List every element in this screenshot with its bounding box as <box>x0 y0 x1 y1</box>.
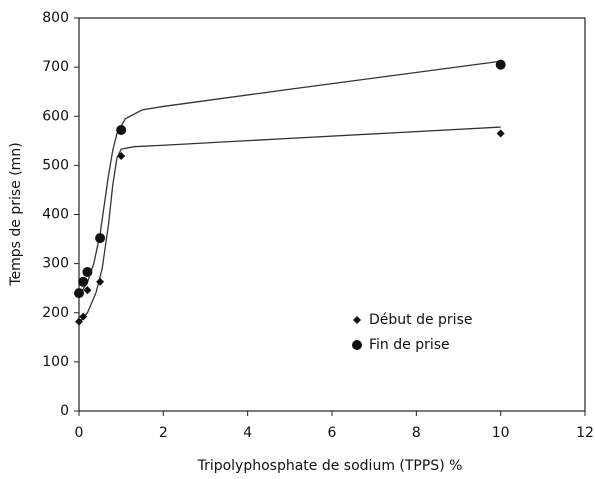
data-point <box>75 317 83 326</box>
x-tick-label: 10 <box>492 425 510 441</box>
data-point <box>117 152 126 161</box>
y-tick-label: 600 <box>42 108 69 124</box>
data-point <box>495 59 506 70</box>
y-axis-label: Temps de prise (mn) <box>8 142 24 286</box>
x-tick-label: 4 <box>243 425 252 441</box>
legend-marker <box>352 340 362 350</box>
fit-curve <box>78 126 501 323</box>
data-point <box>96 277 105 286</box>
y-tick-label: 100 <box>42 354 69 370</box>
x-tick-label: 6 <box>328 425 337 441</box>
y-tick-label: 700 <box>42 59 69 75</box>
data-point <box>79 312 88 321</box>
data-point <box>95 233 106 244</box>
x-tick-label: 2 <box>159 425 168 441</box>
data-point <box>78 276 89 287</box>
x-tick-label: 8 <box>412 425 421 441</box>
y-tick-label: 500 <box>42 157 69 173</box>
data-point <box>83 286 92 295</box>
data-point <box>116 125 127 136</box>
x-tick-label: 12 <box>576 425 594 441</box>
data-point <box>496 129 505 138</box>
legend-label: Fin de prise <box>369 337 450 353</box>
y-tick-label: 800 <box>42 10 69 26</box>
y-tick-label: 400 <box>42 207 69 223</box>
data-point <box>74 288 84 299</box>
x-axis-label: Tripolyphosphate de sodium (TPPS) % <box>197 458 463 474</box>
legend-marker <box>353 316 361 324</box>
legend-label: Début de prise <box>369 312 472 328</box>
y-tick-label: 200 <box>42 305 69 321</box>
plot-frame <box>78 17 586 412</box>
y-tick-label: 300 <box>42 256 69 272</box>
x-tick-label: 0 <box>75 425 84 441</box>
fit-curve <box>78 60 501 296</box>
data-point <box>82 266 93 277</box>
y-tick-label: 0 <box>60 403 69 419</box>
